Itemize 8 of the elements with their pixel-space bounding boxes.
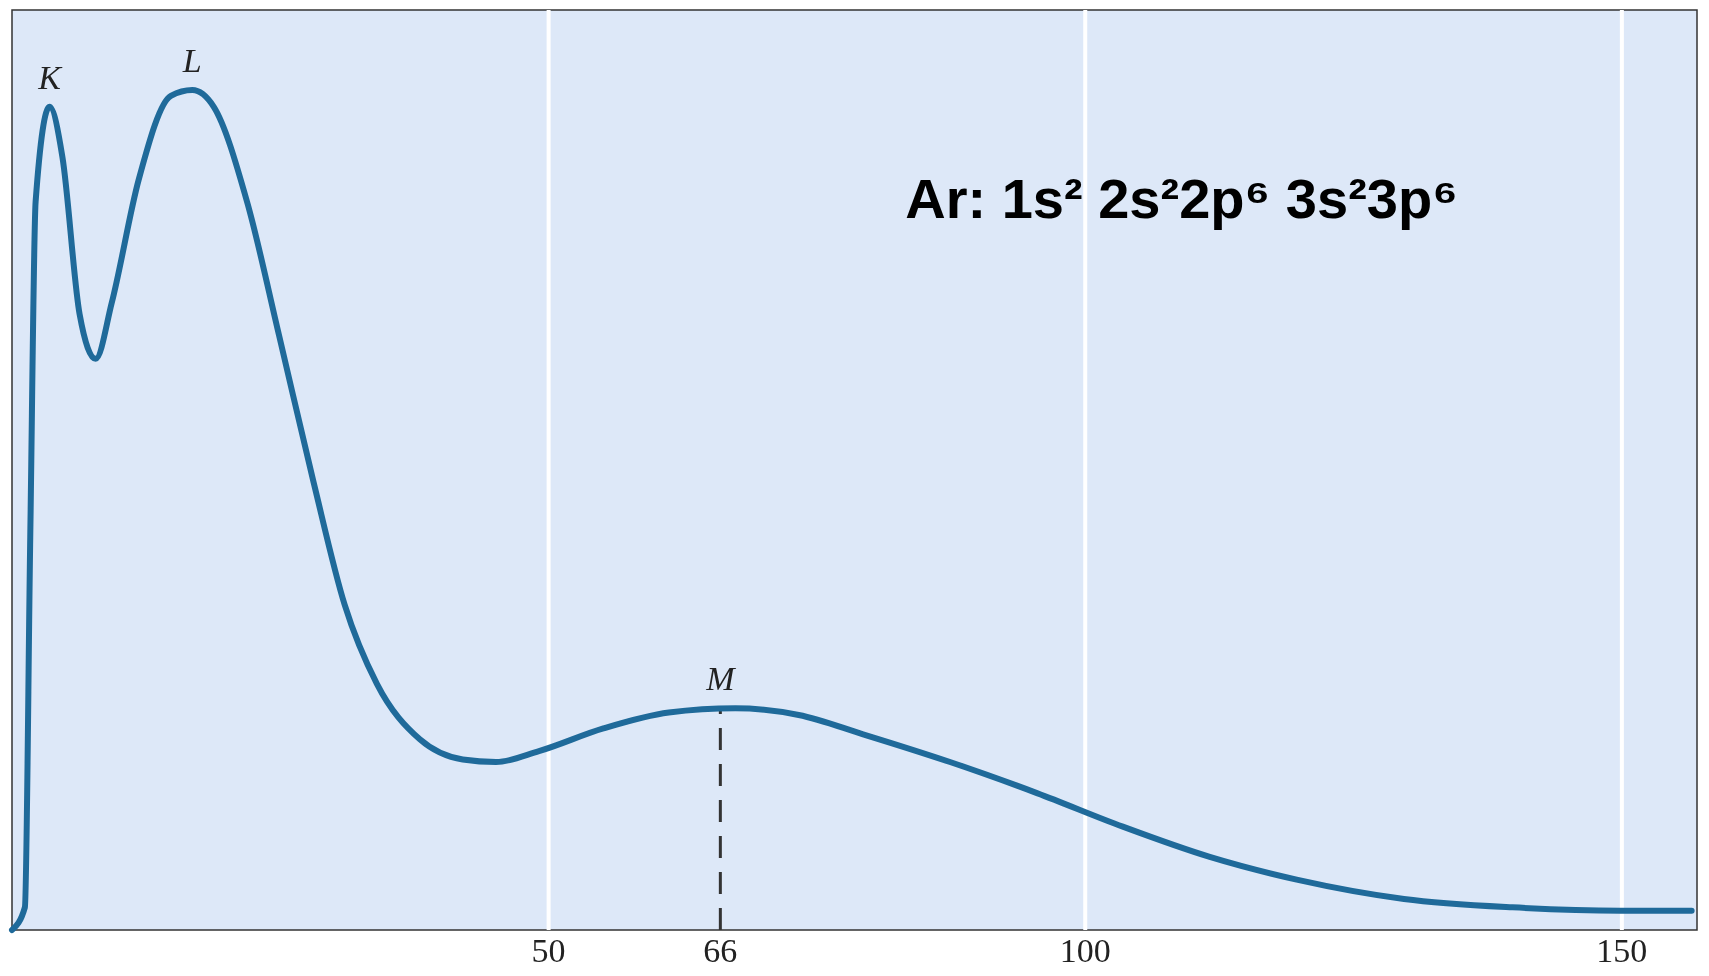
x-tick-label: 100 (1059, 932, 1111, 969)
x-tick-label: 150 (1596, 932, 1648, 969)
annotation: M (705, 660, 737, 698)
x-tick-label: 50 (531, 932, 566, 969)
annotation: Ar: 1s² 2s²2p⁶ 3s²3p⁶ (905, 167, 1458, 230)
x-tick-label: 66 (703, 932, 738, 969)
annotation: L (181, 42, 202, 79)
annotation: K (37, 58, 64, 96)
